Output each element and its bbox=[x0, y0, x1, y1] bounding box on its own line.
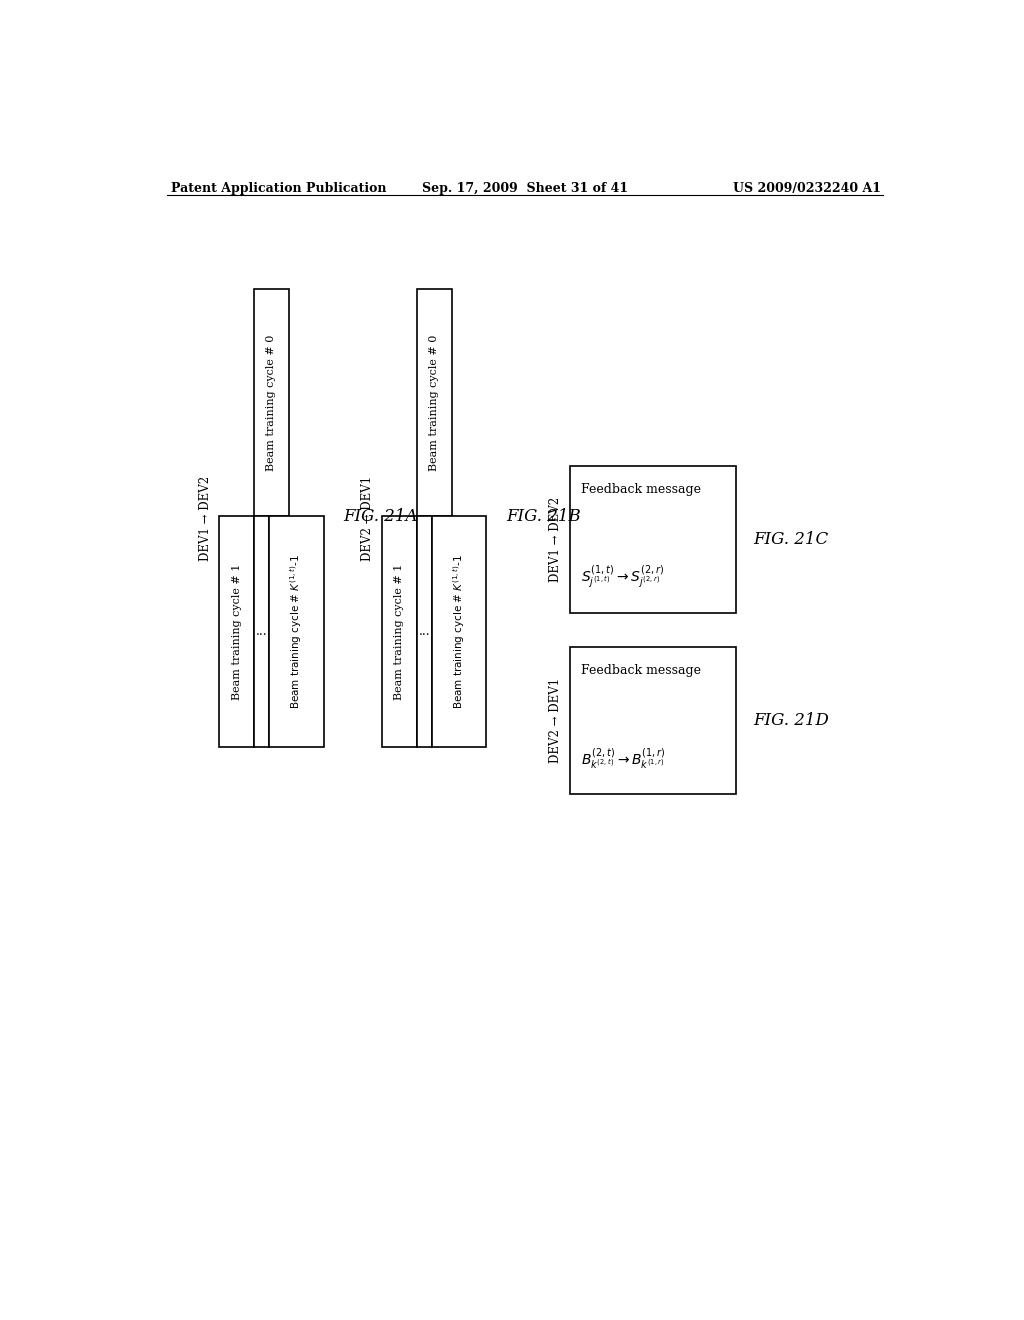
Text: Sep. 17, 2009  Sheet 31 of 41: Sep. 17, 2009 Sheet 31 of 41 bbox=[422, 182, 628, 194]
Text: Feedback message: Feedback message bbox=[582, 664, 701, 677]
Text: FIG. 21A: FIG. 21A bbox=[343, 508, 418, 525]
Text: FIG. 21B: FIG. 21B bbox=[506, 508, 581, 525]
Text: FIG. 21C: FIG. 21C bbox=[754, 531, 828, 548]
Bar bbox=[569, 647, 736, 793]
Text: Beam training cycle # 1: Beam training cycle # 1 bbox=[231, 564, 242, 700]
Text: ...: ... bbox=[256, 626, 267, 639]
Text: Patent Application Publication: Patent Application Publication bbox=[171, 182, 386, 194]
Text: Beam training cycle # 1: Beam training cycle # 1 bbox=[394, 564, 404, 700]
Text: DEV2 → DEV1: DEV2 → DEV1 bbox=[361, 475, 375, 561]
Bar bbox=[219, 516, 254, 747]
Text: $B^{(2,t)}_{k^{(2,t)}} \rightarrow B^{(1,r)}_{k^{(1,r)}}$: $B^{(2,t)}_{k^{(2,t)}} \rightarrow B^{(1… bbox=[582, 746, 667, 771]
Text: Beam training cycle # $K^{(1,t)}$-1: Beam training cycle # $K^{(1,t)}$-1 bbox=[452, 554, 467, 709]
Text: Beam training cycle # 0: Beam training cycle # 0 bbox=[266, 335, 276, 471]
Text: DEV1 → DEV2: DEV1 → DEV2 bbox=[199, 475, 212, 561]
Bar bbox=[569, 466, 736, 612]
Text: ...: ... bbox=[419, 626, 430, 639]
Text: DEV1 → DEV2: DEV1 → DEV2 bbox=[549, 498, 562, 582]
Text: FIG. 21D: FIG. 21D bbox=[754, 711, 829, 729]
Text: Beam training cycle # $K^{(1,t)}$-1: Beam training cycle # $K^{(1,t)}$-1 bbox=[289, 554, 304, 709]
Text: US 2009/0232240 A1: US 2009/0232240 A1 bbox=[733, 182, 882, 194]
Text: DEV2 → DEV1: DEV2 → DEV1 bbox=[549, 678, 562, 763]
Bar bbox=[417, 516, 432, 747]
Bar bbox=[417, 289, 452, 516]
Bar bbox=[269, 516, 324, 747]
Bar bbox=[432, 516, 486, 747]
Text: Feedback message: Feedback message bbox=[582, 483, 701, 496]
Bar bbox=[382, 516, 417, 747]
Text: Beam training cycle # 0: Beam training cycle # 0 bbox=[429, 335, 439, 471]
Text: $S^{(1,t)}_{j^{(1,t)}} \rightarrow S^{(2,r)}_{j^{(2,r)}}$: $S^{(1,t)}_{j^{(1,t)}} \rightarrow S^{(2… bbox=[582, 562, 665, 590]
Bar bbox=[254, 516, 269, 747]
Bar bbox=[254, 289, 289, 516]
